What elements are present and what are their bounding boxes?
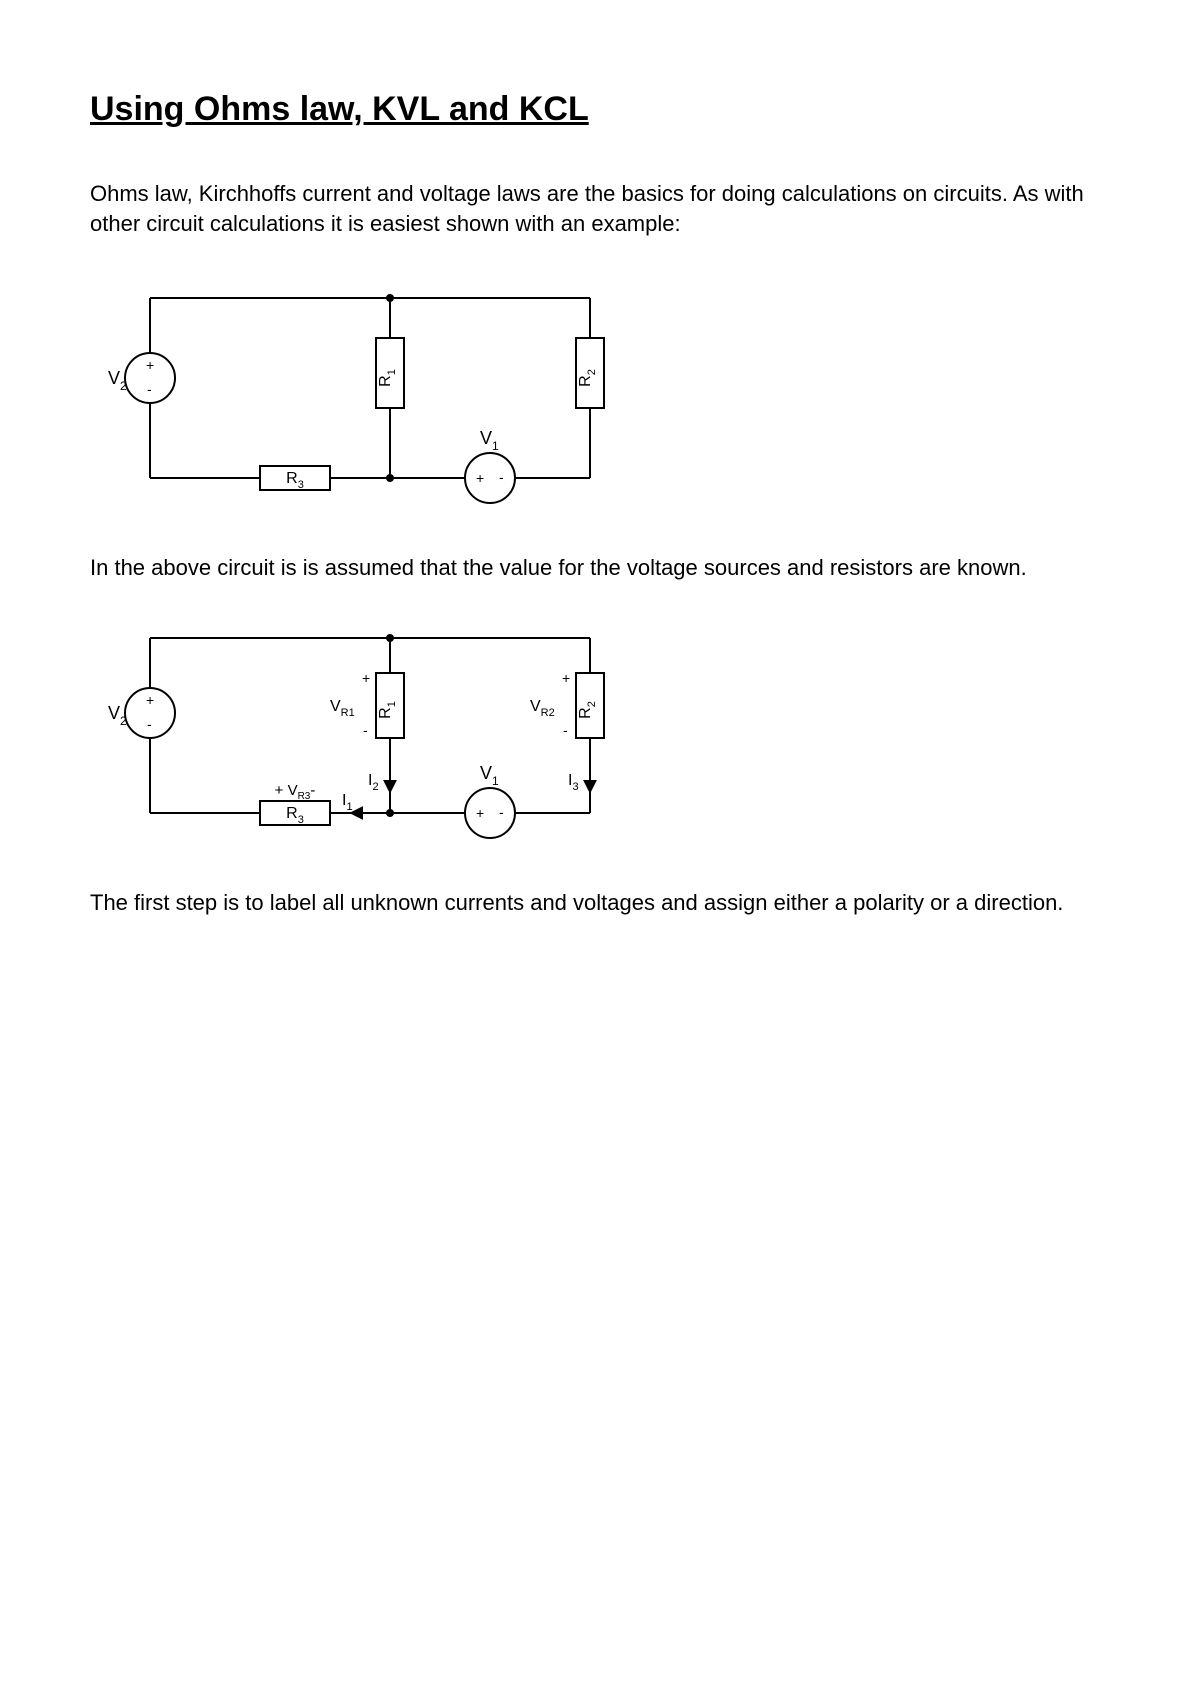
v2b-plus: +	[146, 692, 154, 708]
label-i3: I3	[568, 772, 579, 793]
label2-v2: V2	[108, 703, 127, 728]
v1-minus: -	[499, 469, 504, 485]
paragraph-assumption: In the above circuit is is assumed that …	[90, 553, 1110, 583]
label-i2: I2	[368, 772, 379, 793]
v1b-minus: -	[499, 804, 504, 820]
label-v1: V1	[480, 428, 499, 453]
vr1-plus: +	[362, 670, 370, 686]
label-vr3: + VR3-	[275, 782, 316, 802]
vr2-plus: +	[562, 670, 570, 686]
label-i1: I1	[342, 792, 353, 813]
circuit-diagram-2: V2 + - R1 + - VR1 I2 R2 + - VR2 I3 R3 + …	[90, 613, 1110, 863]
label-v2: V2	[108, 368, 127, 393]
v1-plus: +	[476, 470, 484, 486]
label-vr1: VR1	[330, 698, 355, 719]
v2-minus: -	[147, 381, 152, 397]
v2-plus: +	[146, 357, 154, 373]
label2-v1: V1	[480, 763, 499, 788]
vr1-minus: -	[363, 722, 368, 738]
v1b-plus: +	[476, 805, 484, 821]
paragraph-firststep: The first step is to label all unknown c…	[90, 888, 1110, 918]
page-title: Using Ohms law, KVL and KCL	[90, 90, 1110, 129]
v2b-minus: -	[147, 716, 152, 732]
circuit-diagram-1: V2 + - R1 R2 R3 V1 + -	[90, 268, 1110, 528]
paragraph-intro: Ohms law, Kirchhoffs current and voltage…	[90, 179, 1110, 238]
vr2-minus: -	[563, 722, 568, 738]
label-vr2: VR2	[530, 698, 555, 719]
